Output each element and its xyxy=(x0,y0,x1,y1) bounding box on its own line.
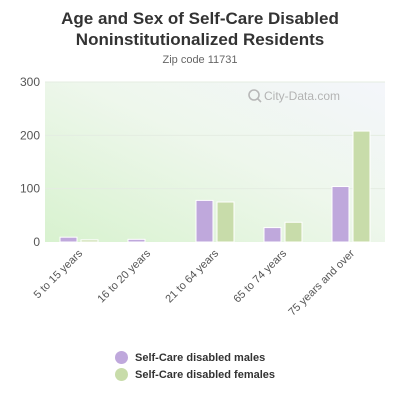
legend-label-females: Self-Care disabled females xyxy=(135,368,276,381)
chart-subtitle: Zip code 11731 xyxy=(162,54,238,66)
bar-self-care-disabled-females-65-to-74-years xyxy=(284,221,303,243)
bar-self-care-disabled-males-75-years-and-over xyxy=(331,186,350,243)
chart-title: Age and Sex of Self-Care Disabled Nonins… xyxy=(61,9,339,49)
bar-self-care-disabled-males-65-to-74-years xyxy=(263,227,282,243)
y-tick-label: 200 xyxy=(20,128,40,142)
x-tick-label: 21 to 64 years xyxy=(163,247,221,305)
bar-self-care-disabled-males-5-to-15-years xyxy=(59,236,78,243)
legend-item-males: Self-Care disabled males xyxy=(115,349,275,366)
plot-background xyxy=(45,82,385,242)
watermark: City-Data.com xyxy=(248,89,340,103)
y-tick-label: 0 xyxy=(33,235,40,249)
bar-self-care-disabled-females-75-years-and-over xyxy=(352,130,371,243)
legend: Self-Care disabled males Self-Care disab… xyxy=(115,349,275,383)
x-tick-label: 75 years and over xyxy=(286,247,357,318)
bar-self-care-disabled-females-5-to-15-years xyxy=(80,239,99,243)
legend-label-males: Self-Care disabled males xyxy=(135,351,266,364)
legend-swatch-females xyxy=(115,368,128,381)
watermark-text: City-Data.com xyxy=(264,89,340,103)
y-tick-label: 300 xyxy=(20,75,40,89)
legend-item-females: Self-Care disabled females xyxy=(115,366,275,383)
legend-swatch-males xyxy=(115,351,128,364)
bar-self-care-disabled-males-16-to-20-years xyxy=(127,238,146,243)
search-icon xyxy=(248,89,260,101)
bar-self-care-disabled-females-21-to-64-years xyxy=(216,201,235,243)
y-tick-label: 100 xyxy=(20,182,40,196)
x-tick-label: 16 to 20 years xyxy=(95,247,153,305)
x-tick-label: 65 to 74 years xyxy=(231,247,289,305)
x-tick-label: 5 to 15 years xyxy=(32,247,86,301)
bar-self-care-disabled-males-21-to-64-years xyxy=(195,199,214,243)
